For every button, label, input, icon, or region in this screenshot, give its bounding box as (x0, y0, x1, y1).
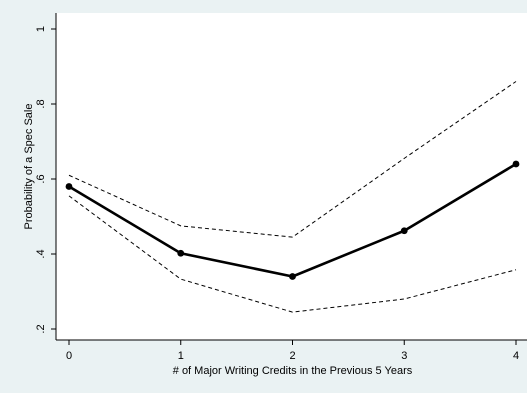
x-tick-label: 4 (513, 350, 519, 362)
x-tick-label: 0 (66, 350, 72, 362)
y-axis-ticks: .2 .4 .6 .8 1 (35, 26, 56, 334)
estimate-point (177, 249, 185, 257)
x-tick-label: 2 (289, 350, 295, 362)
estimate-point (289, 273, 296, 280)
x-tick-label: 3 (401, 350, 407, 362)
lower-bound-line (68, 195, 517, 313)
y-tick-label: .6 (35, 174, 47, 183)
plot-region (56, 13, 527, 340)
estimate-point (400, 227, 408, 235)
estimate-point (65, 183, 73, 190)
x-axis-ticks: 0 1 2 3 4 (66, 340, 519, 362)
y-tick-label: .2 (35, 324, 47, 333)
series-layer (65, 81, 520, 313)
y-tick-label: .8 (35, 99, 47, 108)
y-tick-label: 1 (35, 26, 47, 32)
y-tick-label: .4 (35, 249, 47, 258)
x-tick-label: 1 (178, 350, 184, 362)
x-axis-label: # of Major Writing Credits in the Previo… (173, 365, 413, 377)
upper-bound-line (68, 81, 517, 238)
y-axis-label: Probability of a Spec Sale (23, 104, 35, 230)
estimate-point (512, 160, 520, 168)
